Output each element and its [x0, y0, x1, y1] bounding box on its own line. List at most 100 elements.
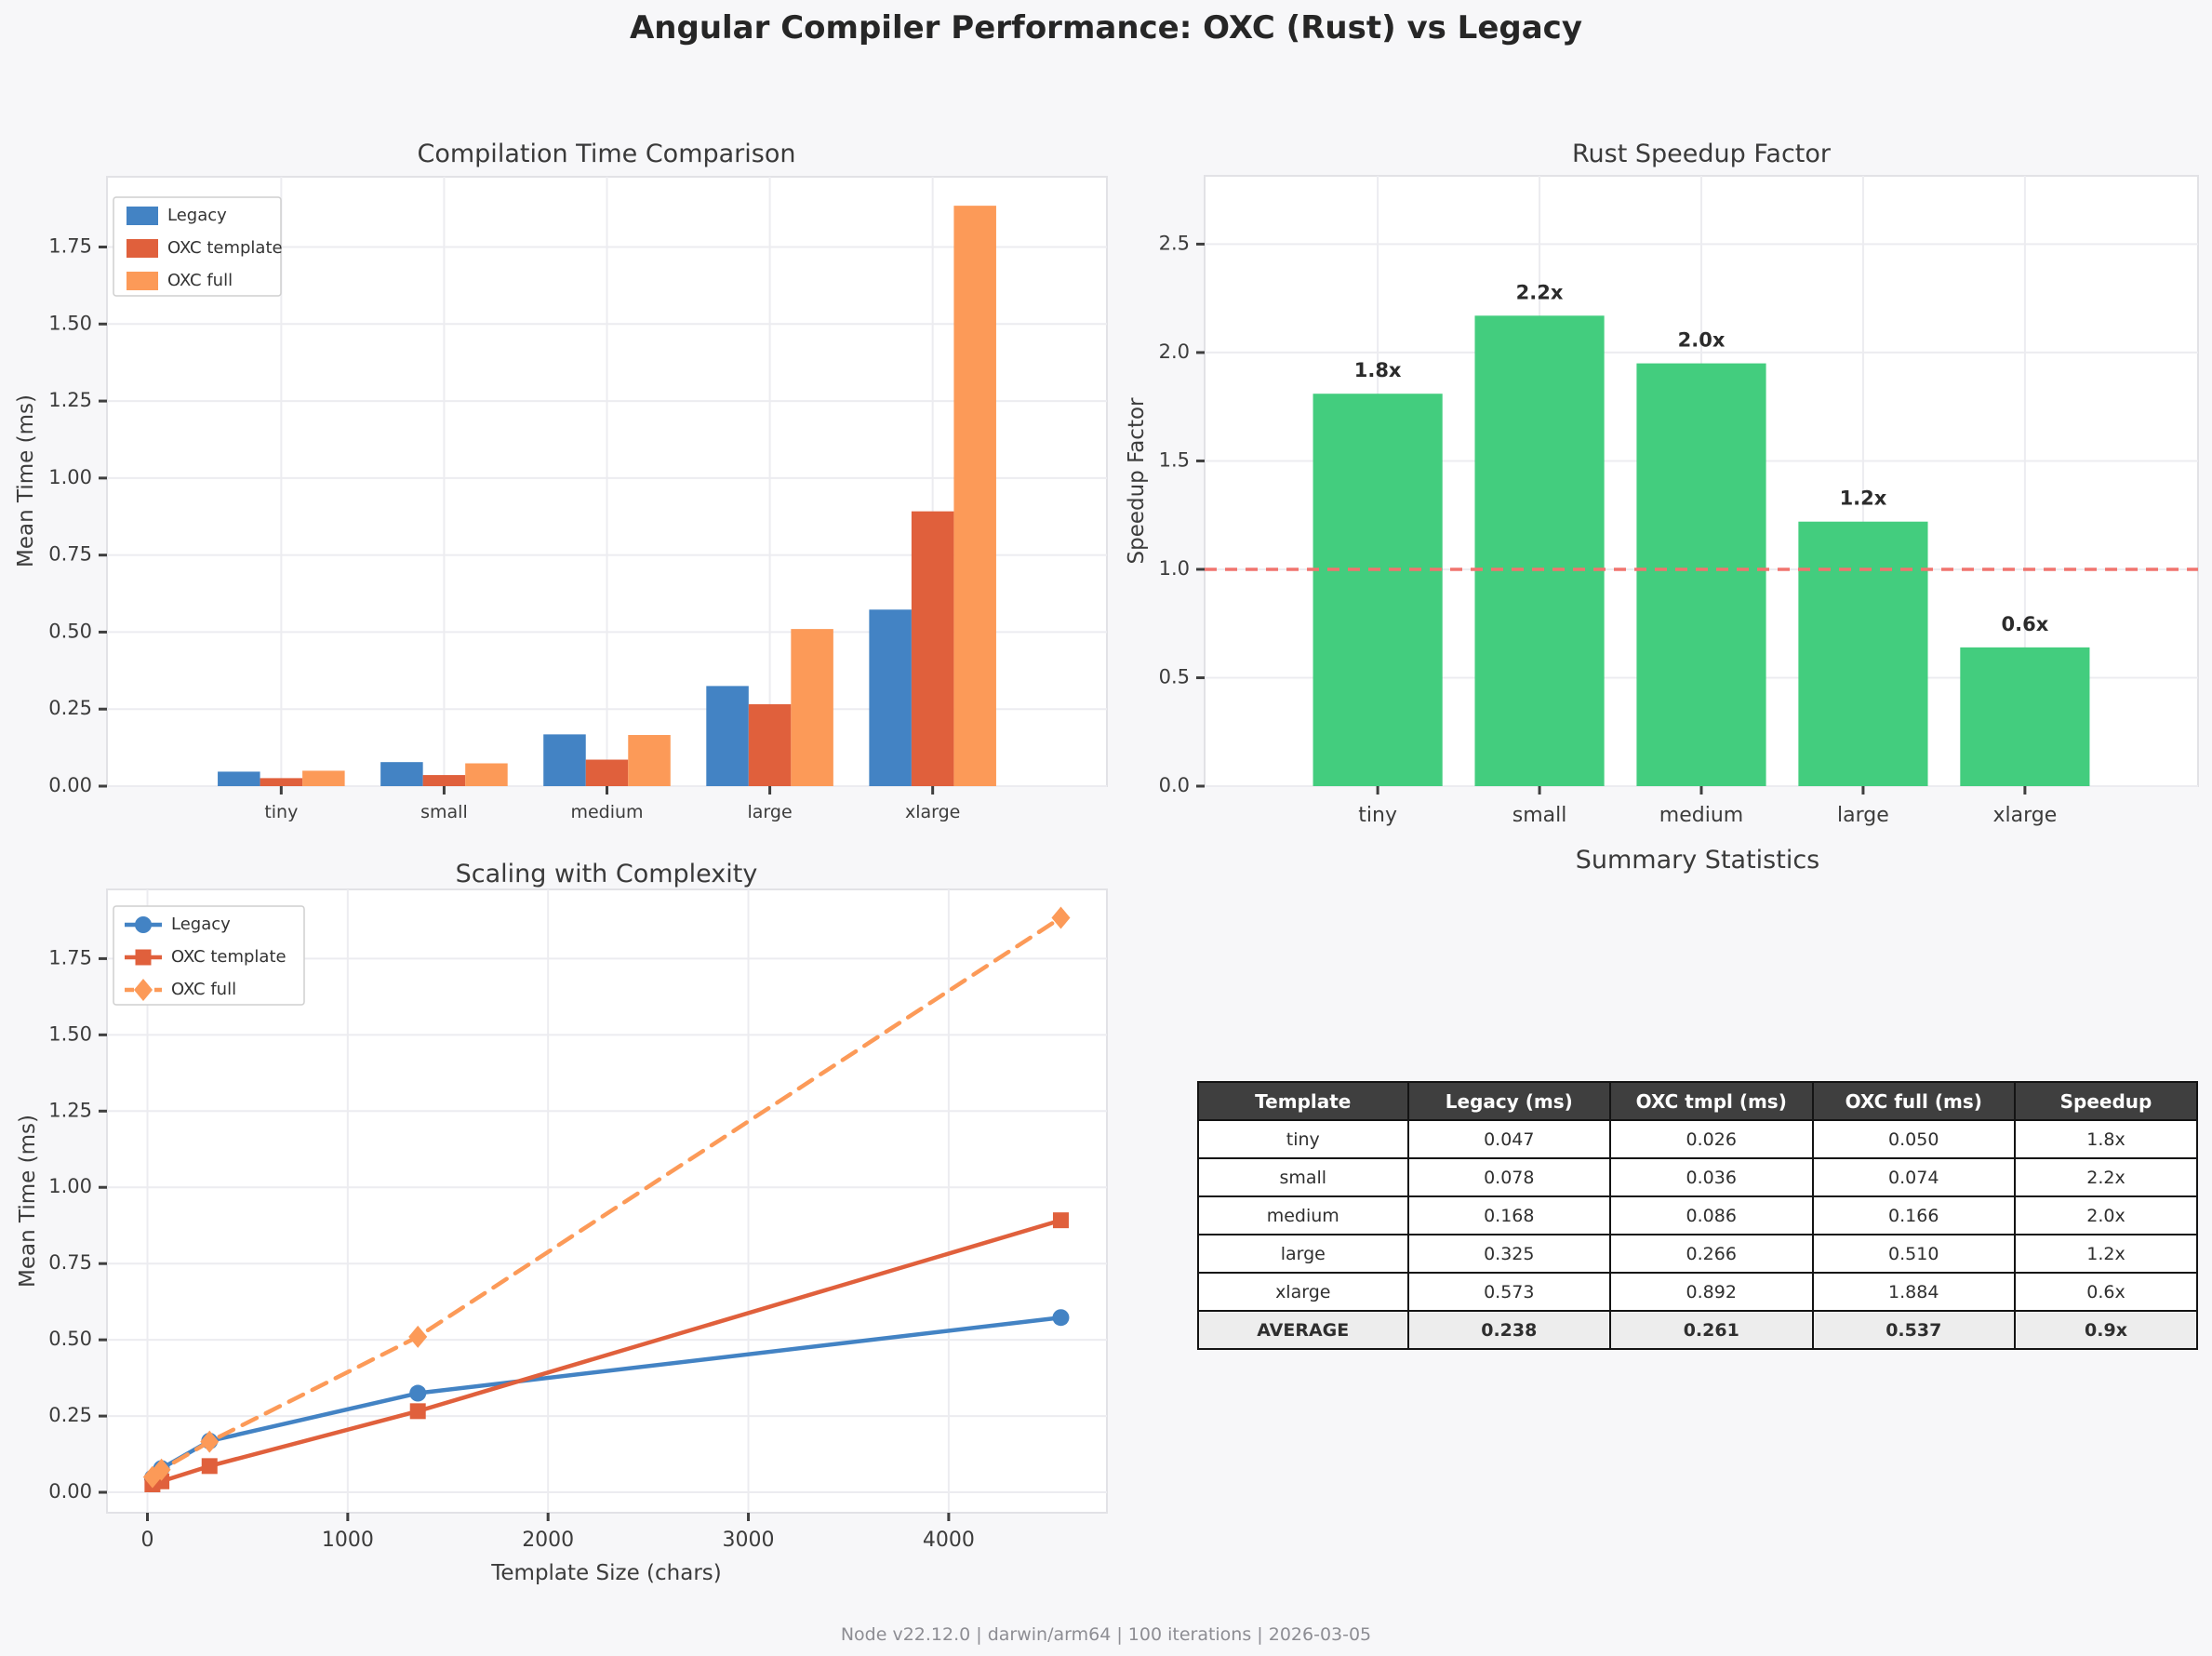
compilation-time-title: Compilation Time Comparison	[417, 140, 796, 168]
table-cell: 0.036	[1609, 1157, 1814, 1197]
svg-text:medium: medium	[570, 802, 643, 822]
table-cell: 0.325	[1406, 1234, 1612, 1274]
table-cell: 0.078	[1406, 1157, 1612, 1197]
svg-text:0.50: 0.50	[48, 620, 92, 642]
svg-text:0.75: 0.75	[48, 543, 92, 566]
speedup-bar-medium	[1636, 363, 1766, 786]
table-cell: 0.166	[1811, 1195, 2016, 1235]
column-header: OXC full (ms)	[1811, 1081, 2016, 1121]
table-cell: 0.510	[1811, 1234, 2016, 1274]
column-header: Template	[1197, 1081, 1409, 1121]
svg-text:xlarge: xlarge	[905, 802, 960, 822]
summary-table: Template Legacy (ms) OXC tmpl (ms) OXC full…	[1197, 1081, 2199, 1350]
svg-text:1.25: 1.25	[48, 389, 92, 411]
bar-oxc-template-xlarge	[911, 511, 954, 786]
table-cell: 1.8x	[2013, 1119, 2199, 1159]
svg-text:1.75: 1.75	[48, 946, 92, 968]
column-header: OXC tmpl (ms)	[1609, 1081, 1814, 1121]
speedup-bar-tiny	[1313, 394, 1443, 786]
table-row: tiny 0.047 0.026 0.050 1.8x	[1197, 1119, 2199, 1159]
series-oxc-full	[142, 906, 1071, 1489]
table-cell: 0.238	[1406, 1310, 1612, 1350]
table-cell: 2.0x	[2013, 1195, 2199, 1235]
svg-text:1000: 1000	[322, 1529, 374, 1552]
bar-value-label: 2.2x	[1516, 281, 1564, 303]
bar-oxc-full-tiny	[302, 770, 345, 786]
table-cell: small	[1197, 1157, 1409, 1197]
svg-text:large: large	[1837, 804, 1889, 827]
svg-text:2.0: 2.0	[1159, 341, 1190, 363]
bar-oxc-template-large	[748, 703, 792, 786]
page-title: Angular Compiler Performance: OXC (Rust)…	[629, 9, 1583, 47]
column-header: Speedup	[2013, 1081, 2199, 1121]
table-row: small 0.078 0.036 0.074 2.2x	[1197, 1157, 2199, 1197]
svg-text:1.50: 1.50	[48, 312, 92, 334]
table-cell: 0.074	[1811, 1157, 2016, 1197]
svg-text:1.50: 1.50	[48, 1022, 92, 1045]
bar-value-label: 1.8x	[1354, 359, 1402, 381]
speedup-chart: 0.0 0.5 1.0 1.5 2.0 2.5 1.8x 2.2x 2.0x 1.2x 0.6x ti…	[1159, 175, 2199, 827]
table-cell: 0.892	[1609, 1272, 1814, 1312]
svg-text:1.25: 1.25	[48, 1099, 92, 1121]
svg-text:OXC template: OXC template	[171, 947, 286, 967]
bar-legacy-tiny	[218, 771, 260, 786]
svg-text:2000: 2000	[522, 1529, 574, 1552]
summary-title: Summary Statistics	[1575, 846, 1820, 875]
table-cell: medium	[1197, 1195, 1409, 1235]
footer-info: Node v22.12.0 | darwin/arm64 | 100 itera…	[840, 1624, 1372, 1645]
svg-text:2.5: 2.5	[1159, 232, 1190, 254]
compilation-time-chart: 0.00 0.25 0.50 0.75 1.00 1.25 1.50 1.75 tiny smal…	[48, 176, 1108, 822]
svg-text:OXC full: OXC full	[171, 980, 236, 999]
bar-oxc-full-medium	[628, 735, 671, 786]
bar-value-label: 0.6x	[2002, 613, 2049, 635]
speedup-bar-xlarge	[1960, 647, 2090, 786]
bar-legacy-large	[706, 686, 749, 786]
table-cell: 1.2x	[2013, 1234, 2199, 1274]
svg-text:OXC full: OXC full	[167, 271, 233, 290]
bar-value-label: 2.0x	[1678, 329, 1726, 352]
bar-legacy-xlarge	[869, 609, 912, 786]
svg-text:0.25: 0.25	[48, 697, 92, 719]
table-cell: 0.047	[1406, 1119, 1612, 1159]
table-cell: 0.6x	[2013, 1272, 2199, 1312]
bar-oxc-template-medium	[585, 759, 629, 786]
table-cell: tiny	[1197, 1119, 1409, 1159]
bar-value-label: 1.2x	[1840, 487, 1887, 510]
svg-text:1.00: 1.00	[48, 1175, 92, 1197]
svg-text:1.5: 1.5	[1159, 448, 1190, 471]
table-cell: 1.884	[1811, 1272, 2016, 1312]
svg-text:1.75: 1.75	[48, 235, 92, 258]
table-row: AVERAGE 0.238 0.261 0.537 0.9x	[1197, 1310, 2199, 1350]
summary-statistics-table: Template Legacy (ms) OXC tmpl (ms) OXC full…	[1197, 1081, 2199, 1350]
svg-text:xlarge: xlarge	[1992, 804, 2057, 827]
bar-oxc-template-tiny	[260, 778, 303, 786]
svg-text:1.00: 1.00	[48, 466, 92, 488]
svg-text:small: small	[420, 802, 468, 822]
table-cell: 0.086	[1609, 1195, 1814, 1235]
svg-text:large: large	[748, 802, 793, 822]
table-row: xlarge 0.573 0.892 1.884 0.6x	[1197, 1272, 2199, 1312]
svg-text:tiny: tiny	[264, 802, 298, 822]
table-cell: 0.537	[1811, 1310, 2016, 1350]
table-header-row: Template Legacy (ms) OXC tmpl (ms) OXC full…	[1197, 1081, 2199, 1121]
svg-text:small: small	[1512, 804, 1567, 827]
svg-text:medium: medium	[1659, 804, 1743, 827]
scaling-title: Scaling with Complexity	[455, 860, 758, 888]
speedup-title: Rust Speedup Factor	[1571, 140, 1831, 168]
svg-text:0.0: 0.0	[1159, 774, 1190, 796]
table-row: large 0.325 0.266 0.510 1.2x	[1197, 1234, 2199, 1274]
table-cell: 0.026	[1609, 1119, 1814, 1159]
column-header: Legacy (ms)	[1406, 1081, 1612, 1121]
table-row: medium 0.168 0.086 0.166 2.0x	[1197, 1195, 2199, 1235]
bar-oxc-full-xlarge	[953, 206, 996, 786]
table-cell: 0.261	[1609, 1310, 1814, 1350]
table-cell: 0.9x	[2013, 1310, 2199, 1350]
table-cell: AVERAGE	[1197, 1310, 1409, 1350]
svg-text:tiny: tiny	[1358, 804, 1397, 827]
svg-text:Legacy: Legacy	[167, 206, 227, 225]
svg-text:0.50: 0.50	[48, 1328, 92, 1350]
bar-oxc-full-small	[465, 763, 508, 786]
scaling-chart: 0.00 0.25 0.50 0.75 1.00 1.25 1.50 1.75 0 1000 200…	[48, 888, 1108, 1552]
svg-text:0.5: 0.5	[1159, 665, 1190, 688]
